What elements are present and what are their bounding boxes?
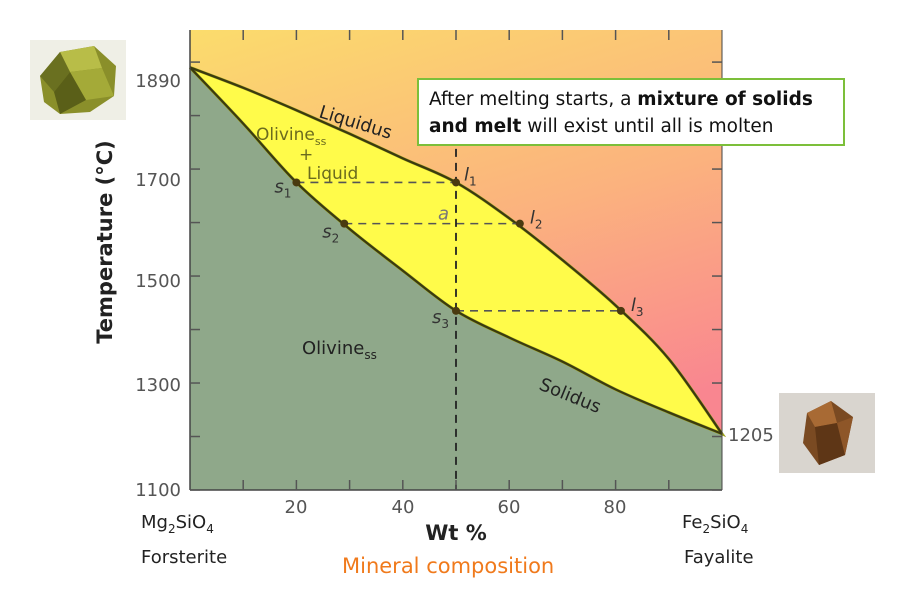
- point-s2: [340, 219, 349, 228]
- fayalite-crystal-image: [779, 393, 875, 473]
- callout-text-bold: mixture of solids and melt: [429, 89, 813, 137]
- point-s3: [452, 306, 460, 315]
- solid-region-label: Oliviness: [302, 338, 377, 362]
- y-tick-label: 1700: [135, 170, 181, 191]
- y-tick-labels: 1890 1700 1500 1300 1100: [135, 71, 181, 501]
- y-axis-title: Temperature (°C): [93, 140, 117, 343]
- point-label-l2: l2: [530, 208, 543, 232]
- x-tick-label: 60: [498, 497, 521, 518]
- x-tick-label: 80: [604, 497, 627, 518]
- point-l1: [452, 178, 460, 187]
- solid-region: [190, 67, 722, 490]
- y-tick-label: 1300: [135, 375, 181, 396]
- point-label-l1: l1: [464, 164, 477, 188]
- y-tick-label: 1500: [135, 271, 181, 292]
- point-l2: [515, 219, 524, 228]
- callout-text-1: After melting starts, a: [429, 89, 638, 110]
- right-endpoint-label: 1205: [728, 425, 774, 446]
- x-axis-title: Wt %: [425, 521, 487, 545]
- solidus-curve: [189, 66, 723, 435]
- point-label-s2: s2: [322, 222, 339, 246]
- right-mineral-name: Fayalite: [684, 547, 754, 568]
- x-tick-label: 20: [285, 497, 308, 518]
- tie-lines: [296, 181, 621, 312]
- two-phase-label-top: Oliviness: [256, 125, 327, 148]
- y-tick-label: 1890: [135, 71, 181, 92]
- point-label-s1: s1: [274, 176, 291, 200]
- left-mineral-name: Forsterite: [141, 547, 227, 568]
- liquidus-curve: [189, 66, 723, 435]
- point-s1: [292, 178, 301, 187]
- two-phase-plus: +: [299, 145, 313, 165]
- point-label-s3: s3: [432, 307, 449, 331]
- ticks: [190, 30, 722, 491]
- left-formula: Mg2SiO4: [141, 512, 214, 536]
- x-tick-labels: 20 40 60 80: [285, 497, 627, 518]
- right-formula: Fe2SiO4: [682, 512, 748, 536]
- point-l3: [616, 306, 625, 315]
- callout-text-2: will exist until all is molten: [521, 116, 774, 137]
- callout-box: After melting starts, a mixture of solid…: [417, 78, 845, 146]
- y-tick-label: 1100: [135, 480, 181, 501]
- x-tick-label: 40: [392, 497, 415, 518]
- two-phase-label-bottom: Liquid: [307, 164, 358, 184]
- point-label-l3: l3: [631, 295, 644, 319]
- forsterite-crystal-image: [30, 40, 126, 120]
- points: s1 s2 s3 l1 l2 l3 a: [274, 164, 643, 330]
- point-label-a: a: [438, 204, 449, 225]
- mineral-composition-title: Mineral composition: [342, 554, 555, 578]
